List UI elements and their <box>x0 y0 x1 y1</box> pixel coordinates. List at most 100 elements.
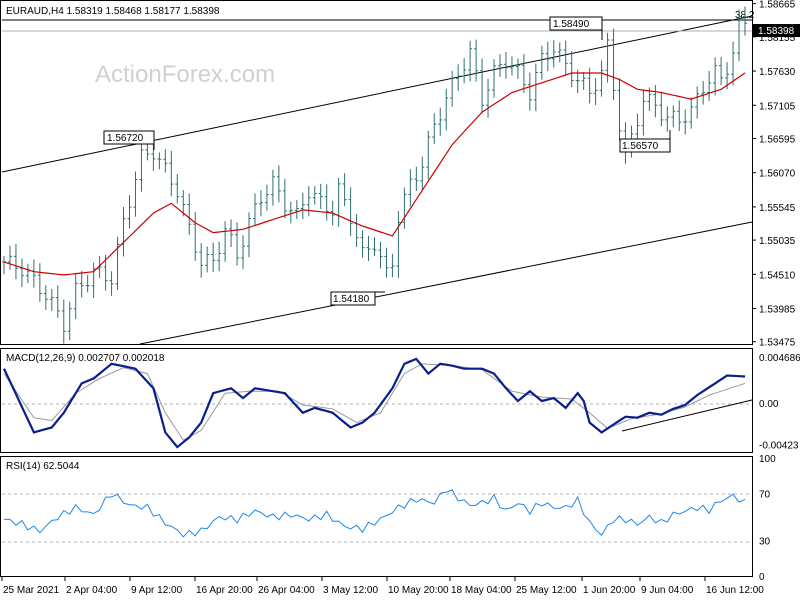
candle <box>258 190 263 217</box>
candle <box>695 86 700 119</box>
rsi-line <box>4 489 746 538</box>
candle <box>468 40 473 82</box>
candle <box>426 130 431 180</box>
candle <box>503 52 508 79</box>
candle <box>539 45 544 80</box>
candle <box>109 271 114 296</box>
candle <box>414 166 419 191</box>
candle <box>199 243 204 278</box>
candle <box>127 195 132 229</box>
candle <box>211 242 216 272</box>
rsi-y-tick-label: 70 <box>759 489 771 500</box>
candle <box>372 237 377 257</box>
candle <box>384 247 389 278</box>
rsi-panel-title: RSI(14) 62.5044 <box>6 461 80 472</box>
candle <box>43 285 48 311</box>
rsi-panel <box>0 456 753 577</box>
candle <box>13 244 18 280</box>
candle <box>61 299 66 344</box>
candle <box>480 58 485 114</box>
candle <box>360 230 365 258</box>
x-tick-label: 16 Jun 12:00 <box>706 585 764 596</box>
current-price-label: 1.58398 <box>758 26 795 37</box>
candle <box>707 71 712 102</box>
candle <box>37 263 42 302</box>
candle <box>713 57 718 96</box>
candle <box>557 42 562 63</box>
channel-upper-line <box>1 15 753 173</box>
candle <box>617 78 622 141</box>
channel-lower-line <box>139 221 753 345</box>
candle <box>683 109 688 135</box>
watermark: ActionForex.com <box>95 61 275 88</box>
candle <box>7 245 12 270</box>
candle <box>157 152 162 170</box>
y-tick-label: 1.53475 <box>759 338 796 349</box>
candle <box>252 193 257 227</box>
candle <box>450 70 455 107</box>
candle <box>324 184 329 221</box>
candle <box>551 40 556 68</box>
y-tick-label: 1.56070 <box>759 169 796 180</box>
candle <box>444 88 449 131</box>
candle <box>306 186 311 217</box>
candle <box>474 39 479 82</box>
x-tick-label: 25 Mar 2021 <box>3 585 60 596</box>
candle <box>492 59 497 98</box>
candle <box>671 105 676 128</box>
candle <box>515 58 520 79</box>
candle <box>719 56 724 86</box>
candle <box>264 184 269 211</box>
candle <box>139 140 144 192</box>
x-tick-label: 1 Jun 20:00 <box>583 585 636 596</box>
moving-average-line <box>3 72 746 276</box>
macd-y-tick-label: 0.00 <box>759 399 779 410</box>
rsi-y-tick-label: 0 <box>759 572 765 583</box>
y-tick-label: 1.56595 <box>759 134 796 145</box>
macd-y-tick-label: -0.00423 <box>759 440 799 451</box>
candle <box>282 178 287 219</box>
x-tick-label: 16 Apr 20:00 <box>196 585 253 596</box>
y-tick-label: 1.58155 <box>759 33 796 44</box>
annotation-high: 1.58490 <box>549 16 603 40</box>
macd-signal-line <box>3 363 746 441</box>
candle <box>342 173 347 207</box>
x-tick-label: 9 Jun 04:00 <box>641 585 694 596</box>
candle <box>677 100 682 132</box>
candle <box>294 200 299 219</box>
svg-text:1.56570: 1.56570 <box>622 141 659 152</box>
candle <box>599 60 604 97</box>
x-tick-label: 10 May 20:00 <box>388 585 449 596</box>
macd-line <box>3 357 746 449</box>
candle <box>312 186 317 205</box>
candle <box>79 271 84 298</box>
candle <box>300 192 305 220</box>
candle <box>25 263 30 284</box>
candle <box>181 190 186 217</box>
candle <box>378 241 383 269</box>
candle <box>509 56 514 76</box>
candle <box>737 9 742 62</box>
x-tick-label: 2 Apr 04:00 <box>66 585 118 596</box>
candle <box>743 6 747 36</box>
candle <box>593 78 598 106</box>
candle <box>348 187 353 236</box>
candle <box>653 84 658 118</box>
y-tick-label: 1.54510 <box>759 270 796 281</box>
candle <box>205 246 210 273</box>
candle <box>229 219 234 248</box>
candle <box>527 72 532 111</box>
candle <box>731 41 736 86</box>
candle <box>438 107 443 136</box>
y-tick-label: 1.57630 <box>759 67 796 78</box>
candle <box>318 183 323 209</box>
svg-text:1.54180: 1.54180 <box>333 294 370 305</box>
candle <box>276 165 281 203</box>
candle <box>402 187 407 229</box>
candle <box>288 201 293 224</box>
candle <box>247 212 252 258</box>
candle <box>659 92 664 127</box>
candle <box>193 212 198 261</box>
candle <box>605 33 610 83</box>
